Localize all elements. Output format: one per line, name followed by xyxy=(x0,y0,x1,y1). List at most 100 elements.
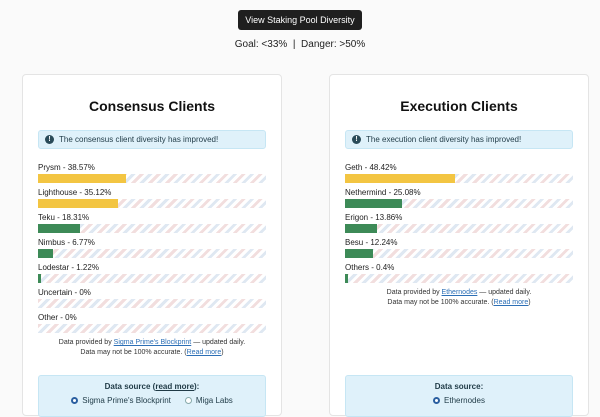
client-label: Uncertain - 0% xyxy=(38,288,91,297)
execution-data-source: Data source: Ethernodes xyxy=(345,375,573,417)
goal-text: Goal: <33% xyxy=(234,39,288,50)
credit-prefix: Data provided by xyxy=(386,289,442,296)
accuracy-suffix: ) xyxy=(221,349,224,356)
data-source-options: Ethernodes xyxy=(346,396,572,405)
client-row-uncertain: Uncertain - 0% xyxy=(38,288,266,308)
execution-credits: Data provided by Ethernodes — updated da… xyxy=(330,288,588,308)
credit-prefix: Data provided by xyxy=(58,339,114,346)
source-title-text: Data source ( xyxy=(104,382,156,391)
client-label: Geth - 48.42% xyxy=(345,163,397,172)
share-bar xyxy=(38,299,266,308)
share-bar-fill xyxy=(345,274,348,283)
credit-line: Data provided by Sigma Prime's Blockprin… xyxy=(23,338,281,348)
share-bar-fill xyxy=(38,274,41,283)
client-label: Nimbus - 6.77% xyxy=(38,238,95,247)
accuracy-prefix: Data may not be 100% accurate. ( xyxy=(387,299,494,306)
share-bar xyxy=(38,199,266,208)
client-label: Other - 0% xyxy=(38,313,77,322)
consensus-alert-text: The consensus client diversity has impro… xyxy=(59,135,219,144)
share-bar-fill xyxy=(38,174,126,183)
share-bar xyxy=(38,224,266,233)
client-label: Lighthouse - 35.12% xyxy=(38,188,112,197)
legend-separator: | xyxy=(292,39,296,50)
goal-danger-legend: Goal: <33% | Danger: >50% xyxy=(0,39,600,50)
exclamation-circle-icon: ! xyxy=(45,135,54,144)
view-staking-pool-diversity-button[interactable]: View Staking Pool Diversity xyxy=(238,10,362,30)
radio-label: Miga Labs xyxy=(195,396,233,405)
source-read-more-link[interactable]: read more xyxy=(155,382,195,391)
share-bar xyxy=(38,249,266,258)
share-bar-fill xyxy=(345,174,456,183)
share-bar-fill xyxy=(38,249,54,258)
radio-ethernodes[interactable]: Ethernodes xyxy=(433,396,485,405)
data-source-title: Data source: xyxy=(434,382,484,391)
share-bar xyxy=(38,324,266,333)
read-more-link[interactable]: Read more xyxy=(186,349,222,356)
client-row-geth: Geth - 48.42% xyxy=(345,163,573,183)
client-label: Nethermind - 25.08% xyxy=(345,188,421,197)
page-header: View Staking Pool Diversity Goal: <33% |… xyxy=(0,0,600,50)
radio-blockprint[interactable]: Sigma Prime's Blockprint xyxy=(71,396,171,405)
client-row-lighthouse: Lighthouse - 35.12% xyxy=(38,188,266,208)
ethernodes-link[interactable]: Ethernodes xyxy=(441,289,478,296)
execution-client-list: Geth - 48.42% Nethermind - 25.08% Erigon… xyxy=(345,163,573,283)
execution-clients-card: Execution Clients ! The execution client… xyxy=(329,74,589,417)
client-row-besu: Besu - 12.24% xyxy=(345,238,573,258)
consensus-credits: Data provided by Sigma Prime's Blockprin… xyxy=(23,338,281,358)
credit-suffix: — updated daily. xyxy=(477,289,532,296)
client-label: Prysm - 38.57% xyxy=(38,163,95,172)
radio-label: Sigma Prime's Blockprint xyxy=(82,396,171,405)
radio-selected-icon[interactable] xyxy=(71,397,79,404)
accuracy-prefix: Data may not be 100% accurate. ( xyxy=(80,349,187,356)
client-label: Besu - 12.24% xyxy=(345,238,398,247)
consensus-client-list: Prysm - 38.57% Lighthouse - 35.12% Teku … xyxy=(38,163,266,333)
client-row-nimbus: Nimbus - 6.77% xyxy=(38,238,266,258)
client-row-erigon: Erigon - 13.86% xyxy=(345,213,573,233)
blockprint-link[interactable]: Sigma Prime's Blockprint xyxy=(113,339,192,346)
share-bar-fill xyxy=(345,249,373,258)
share-bar-fill xyxy=(345,224,377,233)
radio-selected-icon[interactable] xyxy=(433,397,441,404)
credit-suffix: — updated daily. xyxy=(191,339,246,346)
share-bar xyxy=(345,199,573,208)
share-bar-fill xyxy=(345,199,403,208)
accuracy-suffix: ) xyxy=(528,299,531,306)
radio-unselected-icon[interactable] xyxy=(184,397,192,404)
consensus-clients-card: Consensus Clients ! The consensus client… xyxy=(22,74,282,417)
share-bar xyxy=(38,274,266,283)
share-bar xyxy=(345,174,573,183)
client-row-lodestar: Lodestar - 1.22% xyxy=(38,263,266,283)
execution-alert-text: The execution client diversity has impro… xyxy=(366,135,522,144)
share-bar xyxy=(345,224,573,233)
consensus-title: Consensus Clients xyxy=(88,98,216,114)
consensus-data-source: Data source (read more): Sigma Prime's B… xyxy=(38,375,266,417)
share-bar xyxy=(345,249,573,258)
exclamation-circle-icon: ! xyxy=(352,135,361,144)
client-label: Erigon - 13.86% xyxy=(345,213,403,222)
radio-miga-labs[interactable]: Miga Labs xyxy=(184,396,233,405)
execution-title: Execution Clients xyxy=(400,98,518,114)
data-source-options: Sigma Prime's Blockprint Miga Labs xyxy=(39,396,265,405)
source-title-suffix: ): xyxy=(194,382,200,391)
client-row-other: Other - 0% xyxy=(38,313,266,333)
client-row-nethermind: Nethermind - 25.08% xyxy=(345,188,573,208)
danger-text: Danger: >50% xyxy=(301,39,366,50)
share-bar xyxy=(345,274,573,283)
client-row-others: Others - 0.4% xyxy=(345,263,573,283)
share-bar-fill xyxy=(38,224,80,233)
accuracy-line: Data may not be 100% accurate. (Read mor… xyxy=(330,298,588,308)
credit-line: Data provided by Ethernodes — updated da… xyxy=(330,288,588,298)
consensus-alert: ! The consensus client diversity has imp… xyxy=(38,130,266,149)
client-row-teku: Teku - 18.31% xyxy=(38,213,266,233)
client-label: Lodestar - 1.22% xyxy=(38,263,99,272)
client-row-prysm: Prysm - 38.57% xyxy=(38,163,266,183)
data-source-title: Data source (read more): xyxy=(39,382,265,391)
execution-alert: ! The execution client diversity has imp… xyxy=(345,130,573,149)
share-bar-fill xyxy=(38,199,119,208)
radio-label: Ethernodes xyxy=(444,396,485,405)
accuracy-line: Data may not be 100% accurate. (Read mor… xyxy=(23,348,281,358)
client-label: Others - 0.4% xyxy=(345,263,395,272)
read-more-link[interactable]: Read more xyxy=(493,299,529,306)
share-bar xyxy=(38,174,266,183)
client-label: Teku - 18.31% xyxy=(38,213,90,222)
